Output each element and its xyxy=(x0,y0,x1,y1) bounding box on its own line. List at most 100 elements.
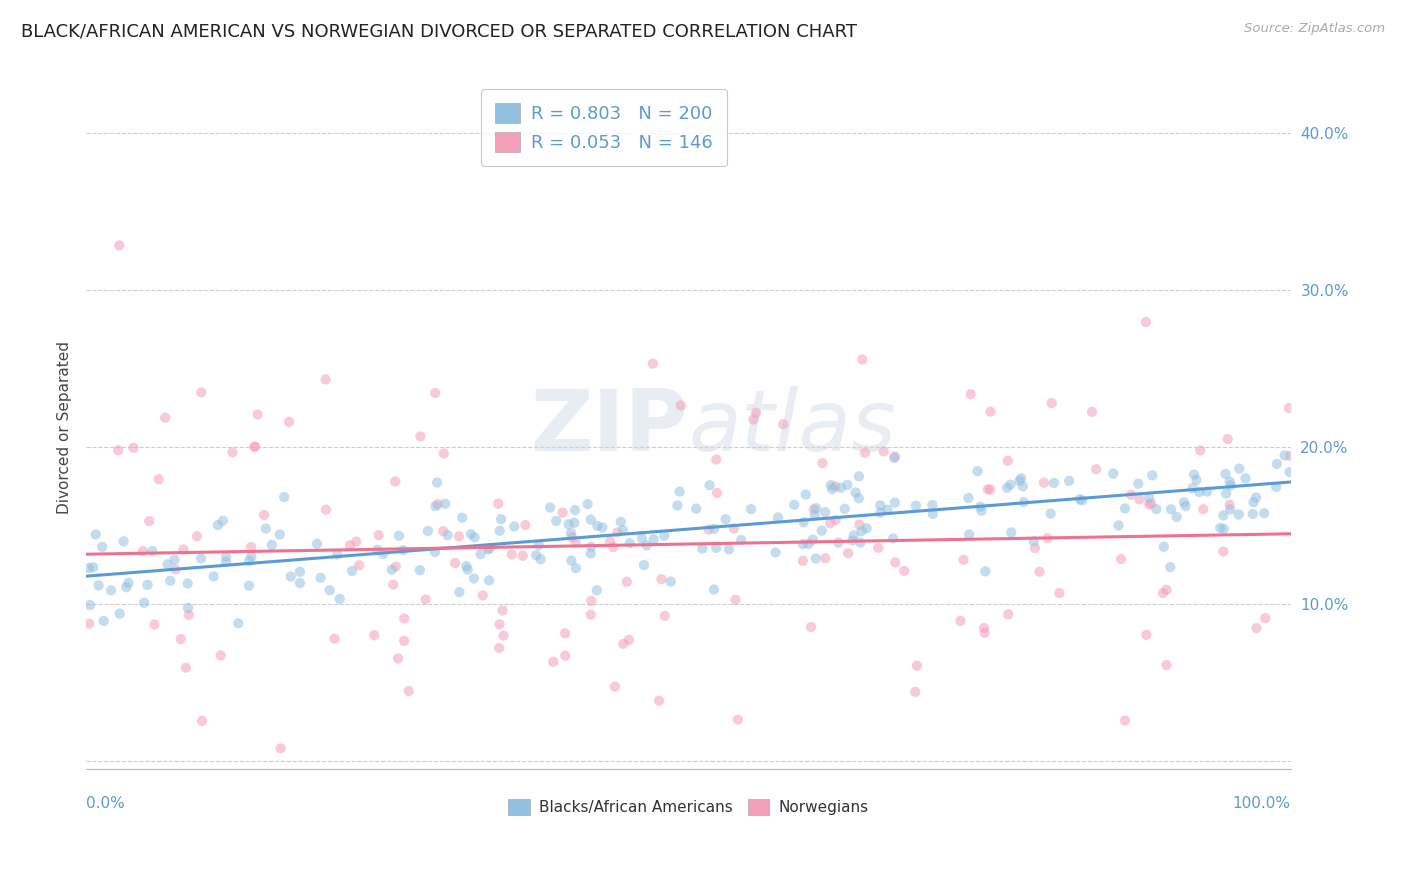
Point xyxy=(1219,475,1241,489)
Point xyxy=(848,469,870,483)
Point xyxy=(921,498,943,512)
Point xyxy=(697,523,720,537)
Point xyxy=(433,446,456,460)
Point xyxy=(730,533,752,547)
Point xyxy=(837,546,859,560)
Point xyxy=(1081,405,1104,419)
Point xyxy=(416,524,439,538)
Point xyxy=(79,598,101,612)
Point xyxy=(132,544,155,558)
Point xyxy=(524,548,547,562)
Point xyxy=(329,591,352,606)
Point xyxy=(460,527,482,541)
Point xyxy=(876,502,898,516)
Point xyxy=(243,440,266,454)
Point xyxy=(853,446,876,460)
Point xyxy=(1119,488,1142,502)
Point xyxy=(1185,473,1208,487)
Text: 0.0%: 0.0% xyxy=(86,797,125,811)
Point xyxy=(586,583,609,598)
Point xyxy=(382,578,405,592)
Point xyxy=(631,531,654,545)
Point xyxy=(659,574,682,589)
Point xyxy=(997,454,1019,468)
Point xyxy=(970,504,993,518)
Point xyxy=(1212,544,1234,558)
Point xyxy=(491,603,513,617)
Point xyxy=(423,545,446,559)
Point xyxy=(564,503,586,517)
Point xyxy=(554,648,576,663)
Point xyxy=(1212,522,1234,536)
Point xyxy=(1109,552,1132,566)
Point xyxy=(1153,540,1175,554)
Point xyxy=(579,512,602,526)
Point xyxy=(564,516,586,530)
Point xyxy=(742,412,765,426)
Point xyxy=(240,549,263,564)
Point xyxy=(280,569,302,583)
Point xyxy=(848,491,870,506)
Point xyxy=(704,452,727,467)
Point xyxy=(191,714,214,728)
Point xyxy=(253,508,276,522)
Point xyxy=(692,541,714,556)
Point xyxy=(973,626,995,640)
Point xyxy=(1164,890,1187,892)
Point xyxy=(159,574,181,588)
Point xyxy=(270,741,292,756)
Point xyxy=(323,632,346,646)
Point xyxy=(1241,507,1264,521)
Point xyxy=(190,551,212,566)
Point xyxy=(488,524,510,538)
Point xyxy=(398,684,420,698)
Point xyxy=(714,512,737,526)
Point xyxy=(818,516,841,530)
Point xyxy=(340,564,363,578)
Point xyxy=(1024,541,1046,555)
Point xyxy=(1234,471,1257,485)
Point xyxy=(820,478,842,492)
Point xyxy=(478,541,501,556)
Point xyxy=(91,540,114,554)
Point xyxy=(77,561,100,575)
Point xyxy=(1219,498,1241,512)
Text: BLACK/AFRICAN AMERICAN VS NORWEGIAN DIVORCED OR SEPARATED CORRELATION CHART: BLACK/AFRICAN AMERICAN VS NORWEGIAN DIVO… xyxy=(21,22,858,40)
Point xyxy=(612,637,634,651)
Point xyxy=(616,574,638,589)
Point xyxy=(949,614,972,628)
Point xyxy=(309,571,332,585)
Point xyxy=(108,238,131,252)
Point xyxy=(884,450,907,464)
Point xyxy=(1142,468,1164,483)
Point xyxy=(617,632,640,647)
Point xyxy=(387,651,409,665)
Point xyxy=(979,404,1001,418)
Point xyxy=(723,522,745,536)
Point xyxy=(388,529,411,543)
Point xyxy=(384,475,406,489)
Point xyxy=(766,510,789,524)
Point xyxy=(652,529,675,543)
Point xyxy=(1181,481,1204,495)
Point xyxy=(1135,628,1157,642)
Point xyxy=(456,559,478,574)
Point xyxy=(603,680,626,694)
Point xyxy=(1278,401,1301,416)
Point xyxy=(803,502,825,516)
Point xyxy=(666,499,689,513)
Point xyxy=(810,524,832,538)
Point xyxy=(845,485,868,500)
Point xyxy=(117,575,139,590)
Point xyxy=(827,535,849,549)
Point xyxy=(100,583,122,598)
Point xyxy=(905,658,928,673)
Point xyxy=(392,634,415,648)
Point xyxy=(163,552,186,566)
Point xyxy=(488,640,510,655)
Point xyxy=(367,528,389,542)
Point xyxy=(1071,493,1094,508)
Point xyxy=(1039,507,1062,521)
Point xyxy=(959,387,981,401)
Point xyxy=(561,530,583,544)
